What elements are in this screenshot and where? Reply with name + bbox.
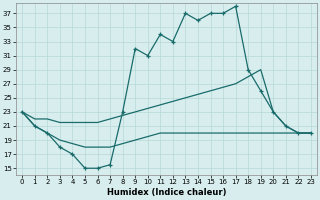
X-axis label: Humidex (Indice chaleur): Humidex (Indice chaleur) [107, 188, 226, 197]
